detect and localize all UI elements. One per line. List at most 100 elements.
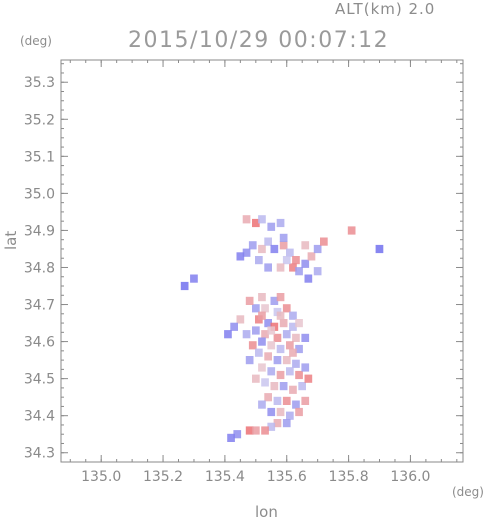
- data-cell: [252, 426, 260, 435]
- y-tick-label: 35.2: [24, 112, 55, 128]
- y-tick-label: 35.1: [24, 149, 55, 165]
- data-cell: [190, 274, 198, 283]
- x-tick-label: 135.0: [81, 469, 121, 485]
- data-cell: [276, 293, 285, 302]
- data-cell: [282, 419, 291, 428]
- data-cell: [289, 348, 297, 357]
- y-tick-label: 35.3: [24, 75, 55, 91]
- data-cell: [255, 256, 263, 265]
- data-cell: [295, 407, 303, 417]
- data-cell: [282, 356, 291, 365]
- axis-ticks: 135.0 135.2 135.4 135.6 135.8 136.0 34.3 34.4 34…: [24, 60, 463, 485]
- data-cell: [236, 315, 245, 324]
- data-cell: [286, 367, 294, 376]
- data-cell: [227, 433, 235, 442]
- data-cell: [347, 226, 356, 235]
- data-cell: [282, 304, 291, 313]
- data-cell: [292, 400, 300, 409]
- chart-title-timestamp: 2015/10/29 00:07:12: [128, 28, 390, 53]
- data-cell: [286, 248, 294, 257]
- data-cell: [301, 241, 310, 250]
- data-cell: [295, 370, 303, 380]
- data-cell: [258, 244, 266, 254]
- data-cell: [233, 430, 242, 439]
- data-cell: [276, 311, 285, 320]
- data-cell: [289, 263, 297, 272]
- data-cell: [295, 267, 303, 276]
- y-tick-label: 34.3: [24, 446, 55, 462]
- x-axis-unit: (deg): [452, 485, 484, 499]
- data-cell: [252, 218, 260, 228]
- data-cell: [258, 337, 266, 346]
- data-cell: [276, 218, 285, 228]
- data-cell: [258, 215, 266, 224]
- y-tick-label: 34.9: [24, 223, 55, 239]
- data-cell: [267, 407, 276, 417]
- data-cell: [304, 274, 313, 283]
- x-tick-label: 136.0: [390, 469, 430, 485]
- data-cell: [273, 356, 282, 365]
- data-cell: [258, 293, 266, 302]
- data-cell: [242, 330, 251, 339]
- data-cell: [267, 326, 276, 335]
- data-cell: [295, 319, 303, 328]
- data-cell: [270, 244, 279, 254]
- data-cell: [261, 330, 269, 339]
- data-cell: [245, 356, 254, 365]
- data-cell: [264, 263, 272, 272]
- data-cell: [255, 348, 263, 357]
- data-cell: [301, 396, 310, 405]
- data-cell: [273, 333, 282, 342]
- data-cell: [230, 322, 238, 331]
- data-cell: [261, 304, 269, 313]
- data-cell: [242, 248, 251, 257]
- data-cell: [270, 382, 279, 391]
- data-cell: [301, 333, 310, 342]
- data-cell: [295, 344, 303, 354]
- data-cell: [313, 244, 322, 254]
- altitude-label: ALT(km) 2.0: [335, 0, 436, 18]
- data-cell: [286, 411, 294, 420]
- data-cell: [313, 267, 322, 276]
- data-cell: [279, 382, 288, 391]
- data-cell: [279, 241, 288, 250]
- data-cell: [264, 393, 272, 402]
- x-tick-label: 135.6: [267, 469, 307, 485]
- data-cell: [267, 367, 276, 376]
- y-tick-label: 34.5: [24, 372, 55, 388]
- data-cell: [236, 252, 245, 261]
- data-cell: [258, 311, 266, 320]
- data-cell: [292, 256, 300, 265]
- data-cell: [267, 341, 276, 350]
- data-cell: [301, 363, 310, 372]
- data-cell: [298, 382, 306, 391]
- data-cell: [264, 352, 272, 361]
- x-tick-label: 135.4: [205, 469, 245, 485]
- data-cell: [289, 322, 297, 331]
- data-cell: [276, 344, 285, 354]
- data-cell: [248, 341, 257, 350]
- data-cell: [242, 215, 251, 224]
- data-cell: [282, 330, 291, 339]
- y-tick-label: 34.4: [24, 409, 55, 425]
- data-cell: [292, 359, 300, 368]
- data-cell: [252, 304, 260, 313]
- data-cell: [245, 296, 254, 305]
- data-cell: [258, 400, 266, 409]
- plot-frame: [60, 59, 464, 463]
- data-cell: [289, 311, 297, 320]
- y-axis-unit: (deg): [20, 34, 52, 48]
- data-cell: [276, 263, 285, 272]
- data-cell: [267, 222, 276, 231]
- data-cells: [180, 215, 384, 442]
- data-cell: [264, 319, 272, 328]
- data-cell: [252, 374, 260, 383]
- data-cell: [224, 330, 232, 339]
- data-cell: [304, 374, 313, 383]
- data-cell: [276, 370, 285, 380]
- data-cell: [261, 378, 269, 387]
- data-cell: [273, 396, 282, 405]
- data-cell: [267, 422, 276, 431]
- data-cell: [270, 296, 279, 305]
